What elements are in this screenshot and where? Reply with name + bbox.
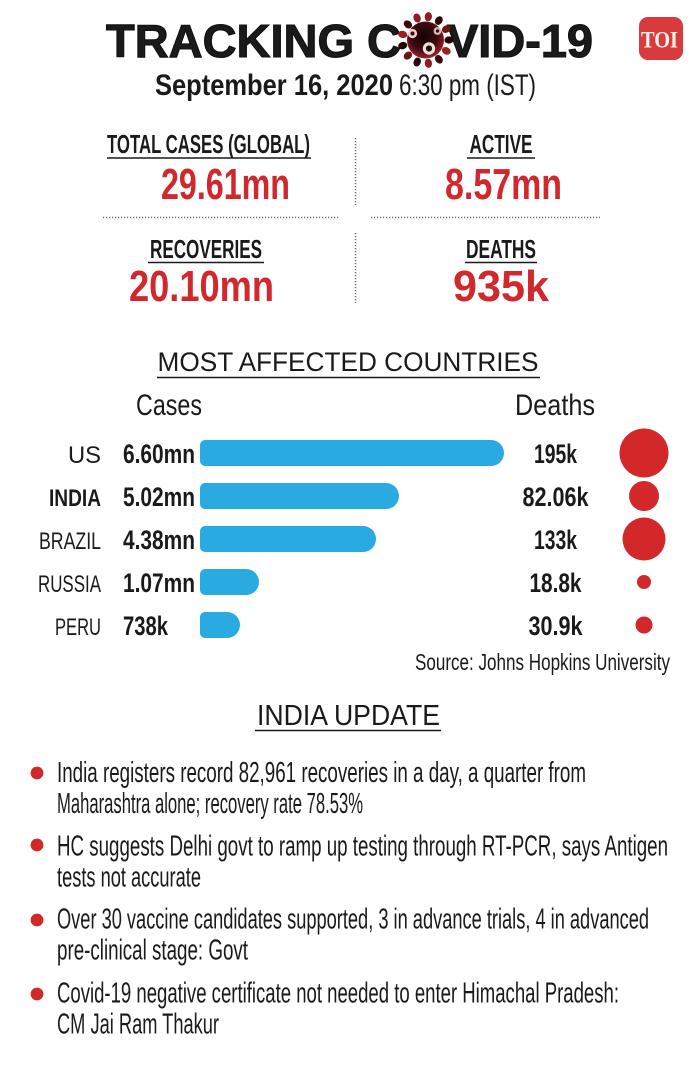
svg-text:133k: 133k	[534, 525, 577, 555]
svg-text:29.61mn: 29.61mn	[161, 160, 290, 209]
svg-text:INDIA: INDIA	[49, 486, 101, 512]
svg-text:pre-clinical stage: Govt: pre-clinical stage: Govt	[57, 935, 248, 967]
svg-text:1.07mn: 1.07mn	[123, 568, 195, 598]
svg-text:195k: 195k	[534, 439, 577, 469]
svg-text:935k: 935k	[453, 262, 550, 311]
svg-text:TRACKING C: TRACKING C	[106, 15, 401, 67]
svg-text:18.8k: 18.8k	[530, 568, 582, 598]
svg-text:Over 30 vaccine candidates sup: Over 30 vaccine candidates supported, 3 …	[57, 904, 649, 936]
svg-text:Source: Johns Hopkins Universi: Source: Johns Hopkins University	[415, 649, 670, 675]
svg-text:Covid-19 negative certificate: Covid-19 negative certificate not needed…	[57, 978, 619, 1010]
svg-text:India registers record 82,961: India registers record 82,961 recoveries…	[57, 757, 586, 789]
svg-text:MOST AFFECTED COUNTRIES: MOST AFFECTED COUNTRIES	[158, 347, 539, 377]
svg-text:8.57mn: 8.57mn	[445, 160, 562, 209]
svg-text:30.9k: 30.9k	[529, 611, 583, 641]
svg-text:tests not accurate: tests not accurate	[57, 862, 201, 894]
svg-text:Deaths: Deaths	[515, 389, 595, 422]
svg-text:20.10mn: 20.10mn	[129, 262, 274, 311]
svg-text:TOI: TOI	[641, 28, 678, 54]
svg-text:Maharashtra alone; recovery ra: Maharashtra alone; recovery rate 78.53%	[57, 788, 363, 820]
svg-text:6:30 pm (IST): 6:30 pm (IST)	[399, 69, 536, 102]
svg-text:DEATHS: DEATHS	[466, 234, 536, 264]
svg-text:6.60mn: 6.60mn	[123, 439, 195, 469]
svg-text:Cases: Cases	[136, 389, 202, 422]
svg-text:5.02mn: 5.02mn	[123, 482, 195, 512]
svg-text:738k: 738k	[123, 611, 168, 641]
svg-text:CM Jai Ram Thakur: CM Jai Ram Thakur	[57, 1009, 219, 1041]
svg-text:RUSSIA: RUSSIA	[38, 572, 101, 598]
svg-text:82.06k: 82.06k	[523, 482, 589, 512]
svg-text:HC suggests Delhi govt to ramp: HC suggests Delhi govt to ramp up testin…	[57, 831, 668, 863]
svg-text:ACTIVE: ACTIVE	[470, 129, 533, 159]
svg-text:September 16, 2020: September 16, 2020	[155, 69, 393, 102]
svg-text:INDIA UPDATE: INDIA UPDATE	[257, 700, 440, 732]
svg-text:RECOVERIES: RECOVERIES	[150, 234, 262, 264]
svg-text:4.38mn: 4.38mn	[123, 525, 195, 555]
svg-text:PERU: PERU	[55, 615, 101, 641]
svg-text:US: US	[68, 443, 101, 469]
svg-text:BRAZIL: BRAZIL	[39, 529, 101, 555]
svg-text:VID-19: VID-19	[447, 15, 593, 67]
svg-text:TOTAL CASES (GLOBAL): TOTAL CASES (GLOBAL)	[107, 129, 310, 159]
